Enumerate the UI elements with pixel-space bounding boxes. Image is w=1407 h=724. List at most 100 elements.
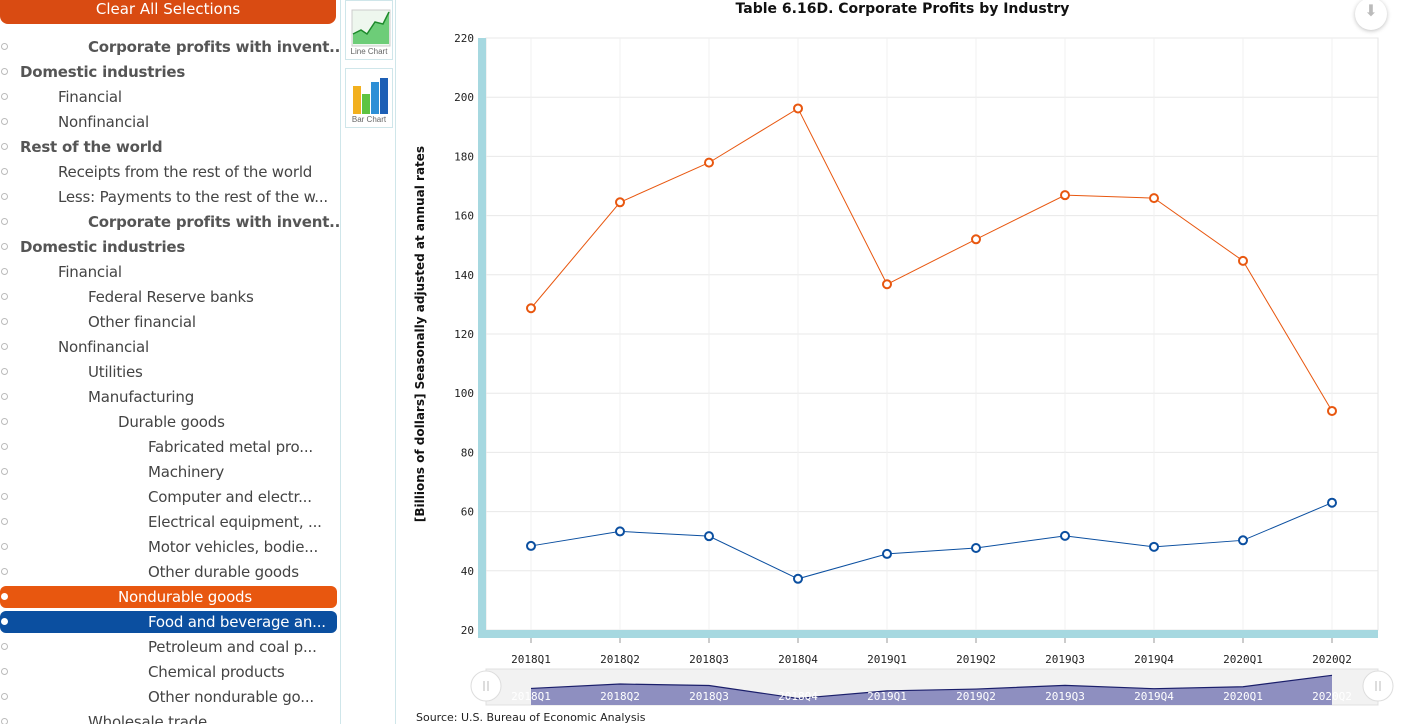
tree-item-label: Other financial	[88, 313, 196, 331]
radio-circle-icon[interactable]	[1, 43, 8, 50]
tree-item-label: Domestic industries	[20, 238, 186, 256]
tree-item[interactable]: Chemical products	[0, 661, 337, 683]
tree-item[interactable]: Domestic industries	[0, 61, 337, 83]
tree-item[interactable]: Financial	[0, 261, 337, 283]
tree-item[interactable]: Receipts from the rest of the world	[0, 161, 337, 183]
radio-circle-icon[interactable]	[1, 393, 8, 400]
tree-item[interactable]: Nonfinancial	[0, 336, 337, 358]
data-point	[615, 526, 625, 537]
radio-circle-icon[interactable]	[1, 318, 8, 325]
radio-circle-icon[interactable]	[1, 168, 8, 175]
y-tick-label: 200	[454, 91, 474, 104]
line-chart-label: Line Chart	[350, 47, 388, 56]
radio-circle-icon[interactable]	[1, 618, 8, 625]
tree-item[interactable]: Corporate profits with invent...	[0, 36, 340, 58]
tree-item[interactable]: Other nondurable go...	[0, 686, 337, 708]
tree-item[interactable]: Rest of the world	[0, 136, 337, 158]
tree-item-label: Less: Payments to the rest of the w...	[58, 188, 328, 206]
radio-circle-icon[interactable]	[1, 718, 8, 724]
data-point	[793, 103, 803, 114]
radio-circle-icon[interactable]	[1, 243, 8, 250]
radio-circle-icon[interactable]	[1, 293, 8, 300]
radio-circle-icon[interactable]	[1, 68, 8, 75]
navigator-line	[530, 674, 1333, 700]
data-point	[882, 279, 892, 290]
navigator-tick-label: 2019Q3	[1045, 690, 1085, 703]
tree-item-label: Petroleum and coal p...	[148, 638, 317, 656]
source-note: Source: U.S. Bureau of Economic Analysis	[416, 711, 646, 724]
tree-item[interactable]: Nonfinancial	[0, 111, 337, 133]
tree-item-label: Wholesale trade	[88, 713, 208, 724]
tree-item[interactable]: Durable goods	[0, 411, 337, 433]
clear-all-selections-button[interactable]: Clear All Selections	[0, 0, 336, 24]
download-button[interactable]: ⬇	[1355, 0, 1387, 30]
radio-circle-icon[interactable]	[1, 643, 8, 650]
tree-item[interactable]: Corporate profits with invent...	[0, 211, 340, 233]
navigator-right-handle[interactable]	[1362, 670, 1394, 702]
bar-chart-label: Bar Chart	[351, 115, 387, 124]
navigator-left-handle[interactable]	[470, 670, 502, 702]
tree-item[interactable]: Financial	[0, 86, 337, 108]
line-chart-button[interactable]: Line Chart	[345, 0, 393, 60]
data-point	[1149, 193, 1159, 204]
data-point	[1060, 530, 1070, 541]
series-line	[530, 107, 1333, 412]
data-point	[526, 303, 536, 314]
series-line	[530, 502, 1333, 580]
tree-item-label: Manufacturing	[88, 388, 195, 406]
tree-item[interactable]: Nondurable goods	[0, 586, 337, 608]
tree-item[interactable]: Wholesale trade	[0, 711, 337, 724]
radio-circle-icon[interactable]	[1, 518, 8, 525]
radio-circle-icon[interactable]	[1, 368, 8, 375]
radio-circle-icon[interactable]	[1, 193, 8, 200]
radio-circle-icon[interactable]	[1, 593, 8, 600]
tree-item[interactable]: Electrical equipment, ...	[0, 511, 337, 533]
radio-circle-icon[interactable]	[1, 93, 8, 100]
data-point	[704, 157, 714, 168]
tree-item-label: Computer and electr...	[148, 488, 312, 506]
radio-circle-icon[interactable]	[1, 343, 8, 350]
tree-item[interactable]: Machinery	[0, 461, 337, 483]
tree-item-label: Motor vehicles, bodie...	[148, 538, 319, 556]
x-tick-label: 2018Q3	[689, 653, 729, 666]
bar-chart-button[interactable]: Bar Chart	[345, 68, 393, 128]
radio-circle-icon[interactable]	[1, 543, 8, 550]
tree-item[interactable]: Food and beverage an...	[0, 611, 337, 633]
radio-circle-icon[interactable]	[1, 143, 8, 150]
radio-circle-icon[interactable]	[1, 493, 8, 500]
radio-circle-icon[interactable]	[1, 568, 8, 575]
tree-item[interactable]: Petroleum and coal p...	[0, 636, 337, 658]
radio-circle-icon[interactable]	[1, 668, 8, 675]
tree-item[interactable]: Other financial	[0, 311, 337, 333]
tree-item-label: Financial	[58, 88, 122, 106]
radio-circle-icon[interactable]	[1, 218, 8, 225]
tree-item[interactable]: Other durable goods	[0, 561, 337, 583]
navigator-tick-label: 2020Q1	[1223, 690, 1263, 703]
tree-item-label: Electrical equipment, ...	[148, 513, 322, 531]
tree-item[interactable]: Motor vehicles, bodie...	[0, 536, 337, 558]
data-point	[1327, 405, 1337, 416]
x-tick-label: 2018Q2	[600, 653, 640, 666]
data-point	[526, 540, 536, 551]
tree-item-label: Other durable goods	[148, 563, 299, 581]
tree-item-label: Nonfinancial	[58, 113, 149, 131]
tree-item[interactable]: Domestic industries	[0, 236, 337, 258]
tree-item[interactable]: Computer and electr...	[0, 486, 337, 508]
tree-item-label: Chemical products	[148, 663, 285, 681]
tree-item[interactable]: Utilities	[0, 361, 337, 383]
radio-circle-icon[interactable]	[1, 693, 8, 700]
tree-item-label: Rest of the world	[20, 138, 163, 156]
radio-circle-icon[interactable]	[1, 468, 8, 475]
radio-circle-icon[interactable]	[1, 418, 8, 425]
tree-item-label: Durable goods	[118, 413, 225, 431]
tree-item[interactable]: Fabricated metal pro...	[0, 436, 337, 458]
chart-title: Table 6.16D. Corporate Profits by Indust…	[735, 1, 1070, 17]
tree-item[interactable]: Less: Payments to the rest of the w...	[0, 186, 337, 208]
radio-circle-icon[interactable]	[1, 268, 8, 275]
radio-circle-icon[interactable]	[1, 443, 8, 450]
tree-item[interactable]: Manufacturing	[0, 386, 337, 408]
tree-item[interactable]: Federal Reserve banks	[0, 286, 337, 308]
radio-circle-icon[interactable]	[1, 118, 8, 125]
navigator-tick-label: 2019Q4	[1134, 690, 1174, 703]
tree-item-label: Domestic industries	[20, 63, 186, 81]
